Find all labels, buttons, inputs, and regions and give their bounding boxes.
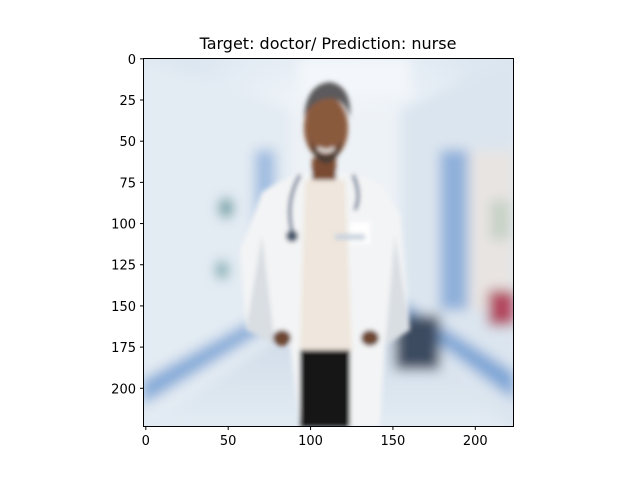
y-tick-label: 25	[119, 94, 136, 109]
y-tick-label: 175	[111, 341, 136, 356]
x-tick-label: 100	[298, 434, 323, 449]
y-tick-label: 125	[111, 259, 136, 274]
y-tick-label: 0	[128, 53, 136, 68]
axes-frame	[143, 58, 514, 427]
y-tick-label: 100	[111, 218, 136, 233]
y-tick-label: 75	[119, 176, 136, 191]
x-tick-label: 150	[381, 434, 406, 449]
image-plot	[143, 58, 514, 427]
y-tick-label: 50	[119, 135, 136, 150]
y-tick-label: 150	[111, 300, 136, 315]
x-tick-label: 0	[142, 434, 150, 449]
y-axis-ticks: 0 25 50 75 100 125 150 175 200	[111, 53, 144, 397]
x-tick-label: 50	[220, 434, 237, 449]
x-tick-label: 200	[463, 434, 488, 449]
figure-title: Target: doctor/ Prediction: nurse	[199, 34, 457, 53]
y-tick-label: 200	[111, 382, 136, 397]
x-axis-ticks: 0 50 100 150 200	[142, 426, 488, 449]
